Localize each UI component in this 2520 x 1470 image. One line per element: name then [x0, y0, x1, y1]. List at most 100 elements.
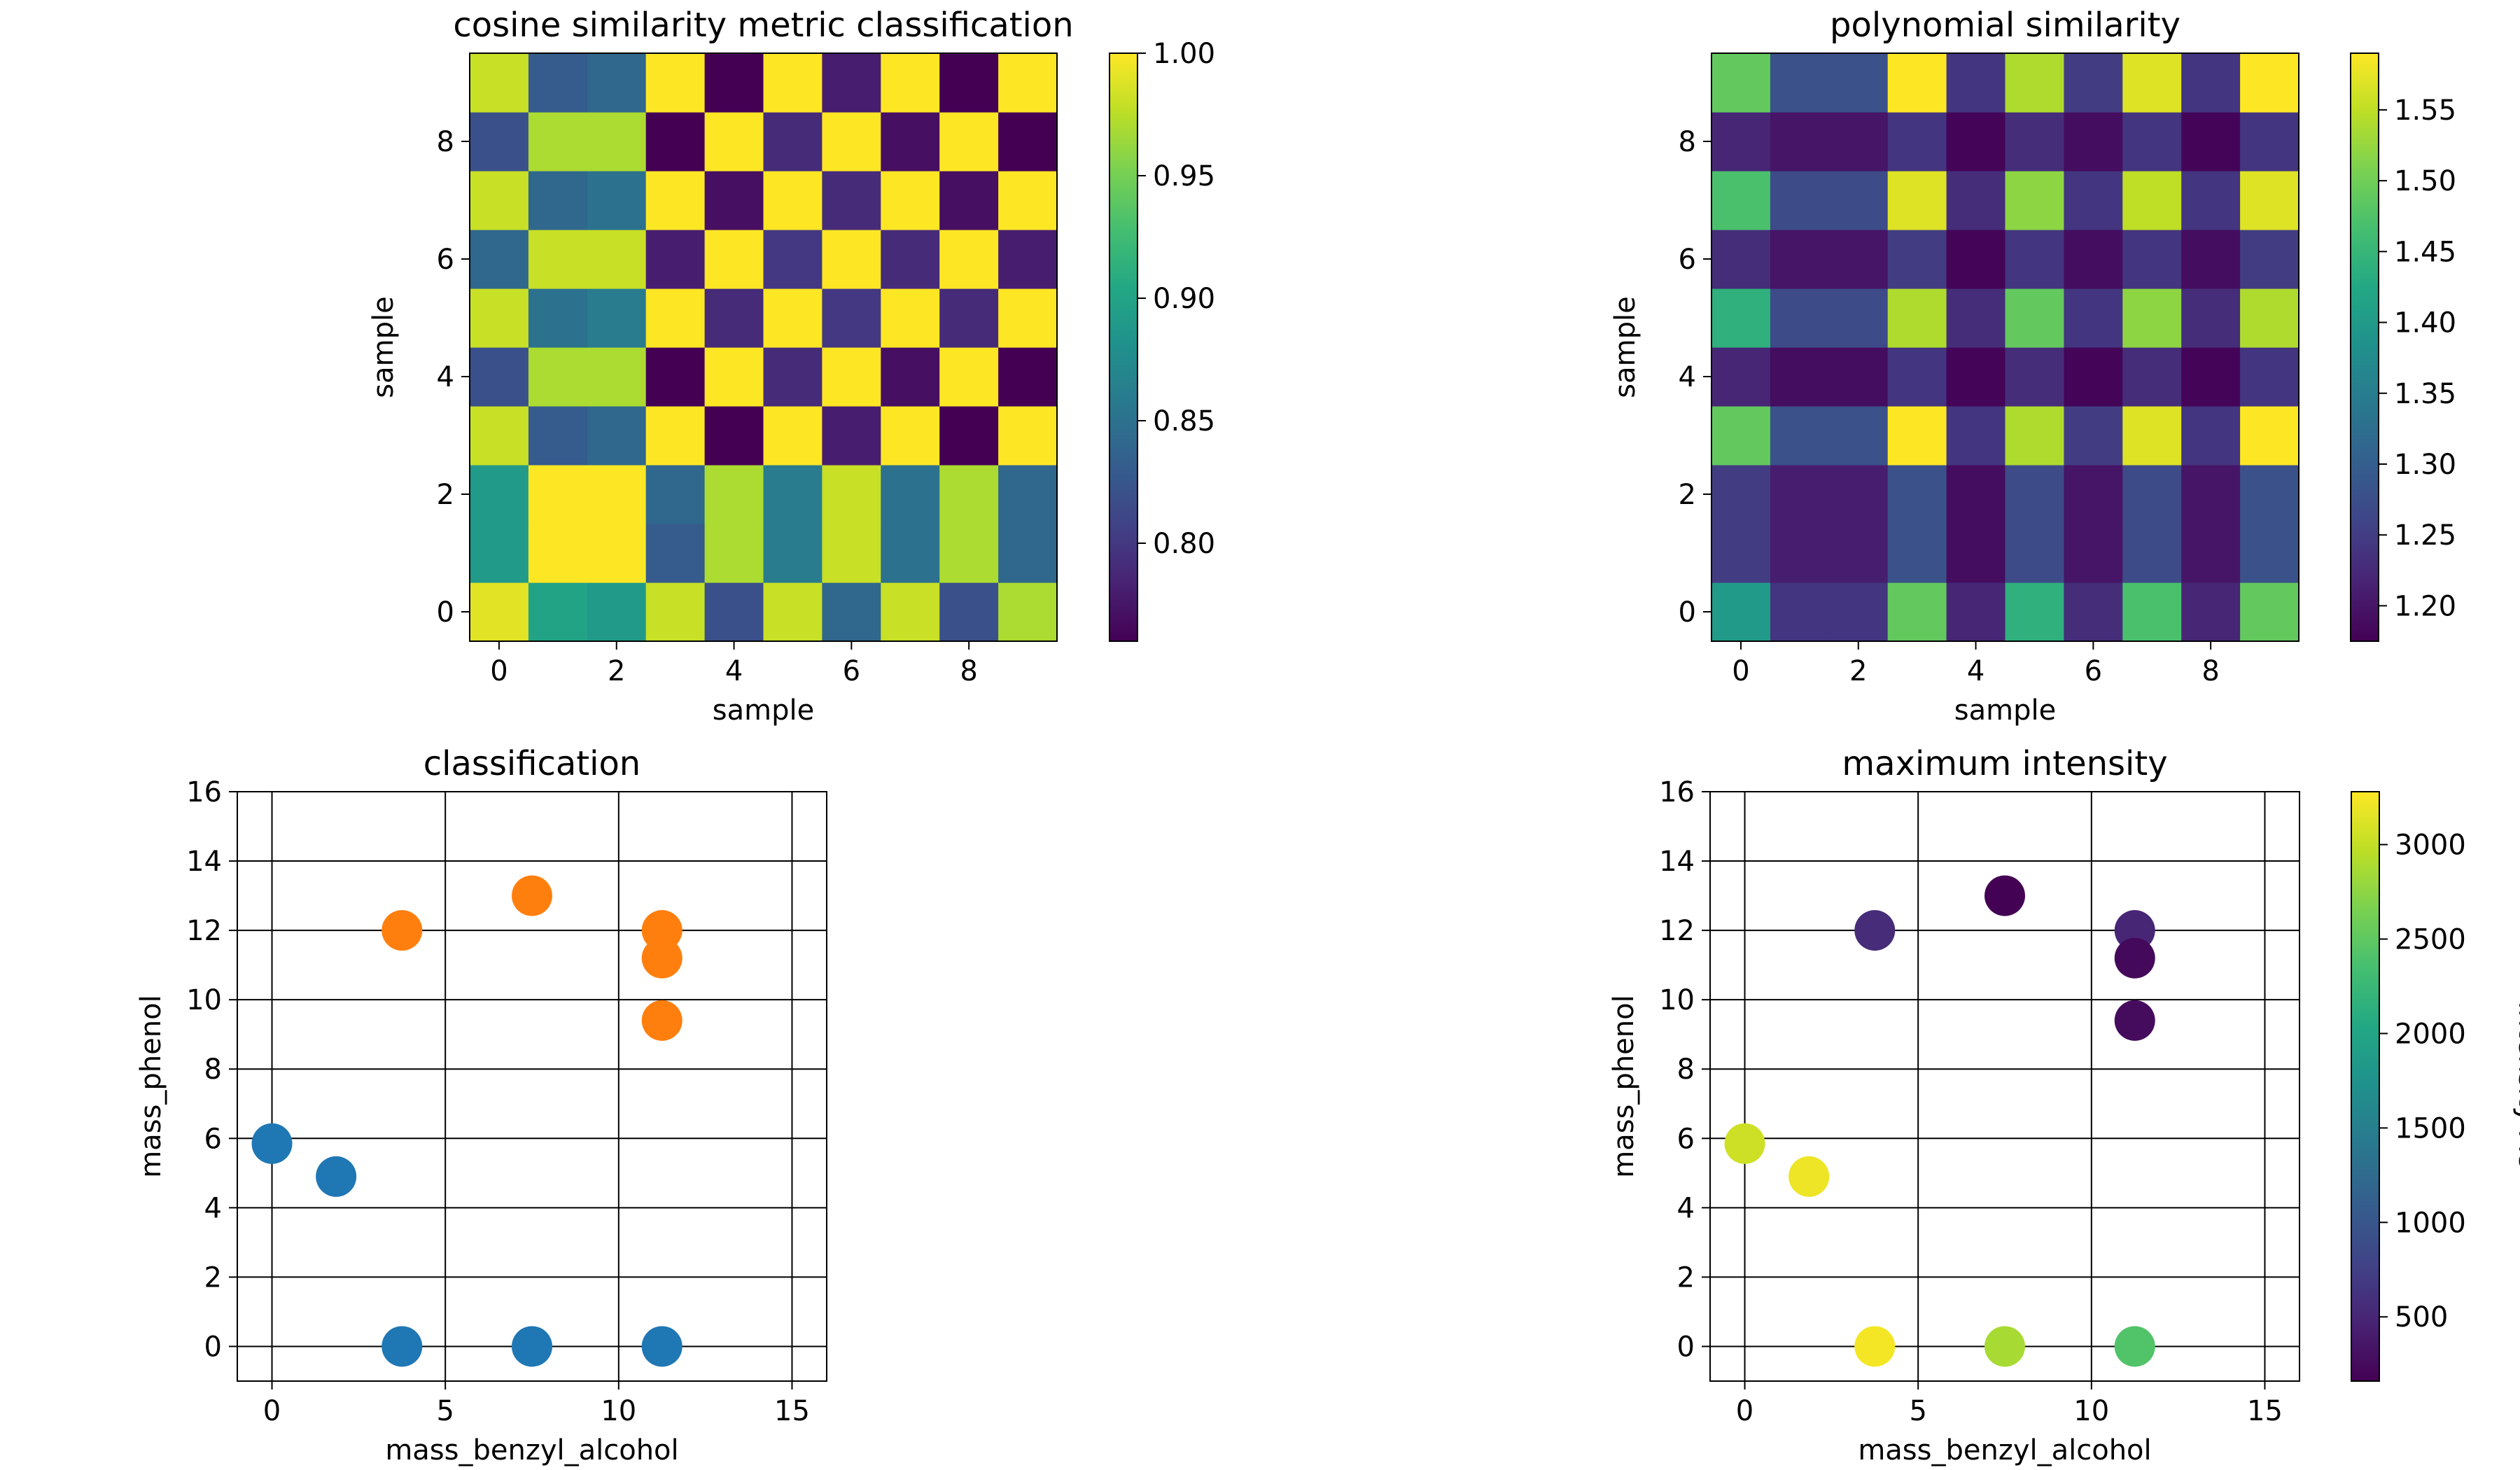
heatmap-cell [998, 347, 1058, 407]
heatmap-cell [704, 288, 764, 348]
heatmap-cell [2005, 112, 2064, 172]
heatmap-cell [528, 288, 588, 348]
heatmap-cell [2122, 582, 2182, 642]
heatmap-cell [2064, 582, 2123, 642]
colorbar-frame [1109, 52, 1138, 642]
y-tick-label: 4 [437, 361, 454, 393]
heatmap-cell [1828, 171, 1889, 230]
heatmap-cell [939, 582, 999, 642]
heatmap-cell [2181, 53, 2241, 113]
heatmap-cell [881, 347, 940, 407]
heatmap-cell [1712, 347, 1771, 407]
heatmap-cell [939, 524, 999, 583]
heatmap-cell [998, 288, 1058, 348]
heatmap-cell [1770, 406, 1830, 465]
scatter-point [512, 875, 552, 916]
colorbar-tick-label: 2000 [2395, 1018, 2466, 1050]
colorbar-tick-label: 500 [2395, 1301, 2448, 1334]
heatmap-cell [587, 524, 647, 583]
x-tick-label: 10 [2073, 1395, 2109, 1427]
heatmap-cell [1828, 582, 1889, 642]
heatmap-cell [470, 406, 529, 465]
heatmap-cell [763, 347, 822, 407]
heatmap-cell [822, 171, 881, 230]
heatmap-cell [822, 524, 881, 583]
heatmap-cell [822, 112, 881, 172]
y-tick-label: 0 [1679, 596, 1696, 629]
heatmap-cell [1887, 347, 1947, 407]
scatter-point [512, 1326, 552, 1367]
colorbar-tick-label: 1.55 [2394, 94, 2456, 127]
heatmap-cell [2064, 53, 2123, 113]
heatmap-cell [2181, 465, 2241, 524]
heatmap-cell [1712, 53, 1771, 113]
colorbar-tick-label: 0.95 [1153, 160, 1215, 192]
scatter-point [2114, 1326, 2155, 1367]
heatmap-cell [1828, 347, 1889, 407]
heatmap-cell [1946, 465, 2006, 524]
heatmap-cell [470, 53, 529, 113]
y-tick-label: 2 [204, 1261, 222, 1294]
heatmap-cell [645, 582, 706, 642]
y-tick-label: 14 [1659, 846, 1695, 878]
y-tick-label: 12 [1659, 915, 1695, 947]
heatmap-cell [1828, 465, 1889, 524]
heatmap-cell [2240, 347, 2300, 407]
heatmap-cell [528, 171, 588, 230]
heatmap-cell [1712, 171, 1771, 230]
heatmap-cell [1828, 524, 1889, 583]
heatmap-cell [645, 465, 706, 524]
heatmap-cell [1946, 406, 2006, 465]
x-tick-label: 2 [1849, 655, 1867, 687]
heatmap-cell [2122, 288, 2182, 348]
scatter-point [1984, 1326, 2025, 1367]
heatmap-cell [763, 171, 822, 230]
y-tick-label: 4 [1677, 1192, 1695, 1224]
axes-frame [469, 52, 1058, 642]
heatmap-cell [2005, 524, 2064, 583]
heatmap-cell [528, 524, 588, 583]
heatmap-cell [470, 230, 529, 289]
heatmap-cell [939, 288, 999, 348]
heatmap-cell [587, 112, 647, 172]
heatmap-cell [998, 171, 1058, 230]
scatter-point [382, 1326, 423, 1367]
heatmap-cell [645, 171, 706, 230]
heatmap-cell [1712, 465, 1771, 524]
heatmap-cell [2181, 347, 2241, 407]
heatmap-cell [645, 406, 706, 465]
heatmap-cell [704, 347, 764, 407]
y-tick-label: 0 [1677, 1331, 1695, 1363]
heatmap-cell [470, 288, 529, 348]
colorbar-tick-label: 1500 [2395, 1112, 2466, 1144]
x-axis-label: mass_benzyl_alcohol [385, 1434, 678, 1466]
heatmap-cell [2240, 230, 2300, 289]
x-tick-label: 5 [436, 1395, 454, 1427]
heatmap-cell [763, 465, 822, 524]
heatmap-cells [1712, 53, 2300, 642]
heatmap-cell [1828, 53, 1889, 113]
scatter-point [2114, 1000, 2155, 1041]
x-tick-label: 5 [1909, 1395, 1926, 1427]
heatmap-cell [2064, 288, 2123, 348]
heatmap-cell [2122, 465, 2182, 524]
heatmap-cell [1946, 288, 2006, 348]
heatmap-cell [528, 112, 588, 172]
heatmap-cell [763, 230, 822, 289]
heatmap-cell [1712, 288, 1771, 348]
heatmap-cell [2240, 406, 2300, 465]
heatmap-cell [1712, 112, 1771, 172]
heatmap-cell [2240, 112, 2300, 172]
heatmap-cell [822, 465, 881, 524]
heatmap-cell [1946, 524, 2006, 583]
colorbar-tick-label: 1.25 [2394, 519, 2456, 552]
y-tick-label: 8 [1677, 1054, 1695, 1086]
heatmap-cell [939, 347, 999, 407]
heatmap-cell [1887, 465, 1947, 524]
heatmap-cell [998, 112, 1058, 172]
colorbar-label: intensity AU [2512, 1002, 2520, 1172]
heatmap-cell [1887, 524, 1947, 583]
heatmap-cell [2064, 171, 2123, 230]
heatmap-cell [822, 406, 881, 465]
heatmap-cell [1712, 582, 1771, 642]
